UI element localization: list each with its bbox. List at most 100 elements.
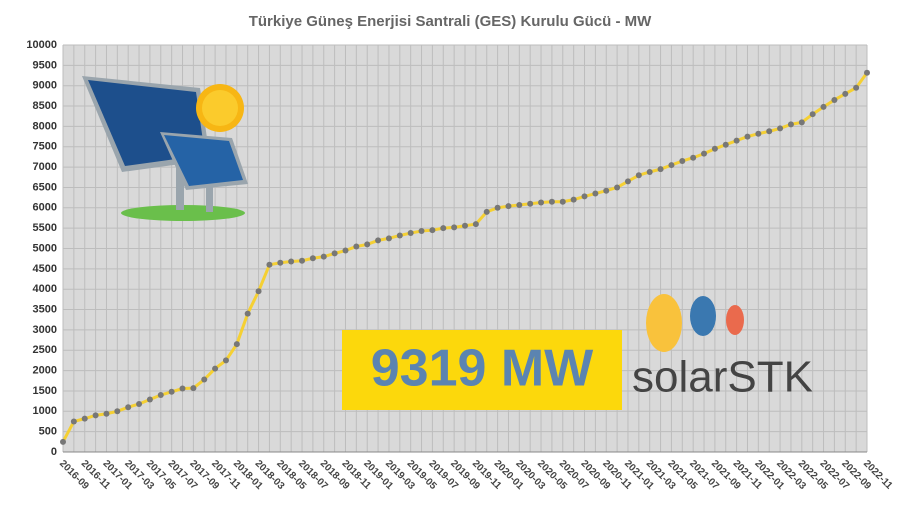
logo-mark (646, 294, 744, 352)
point (559, 198, 566, 205)
point (787, 121, 794, 128)
y-tick-label: 3000 (33, 324, 57, 336)
point (864, 69, 870, 76)
point (364, 241, 371, 248)
point (440, 225, 447, 232)
point (179, 385, 186, 392)
point (233, 341, 240, 348)
point (277, 259, 284, 266)
point (462, 222, 468, 229)
point (538, 199, 545, 206)
point (624, 178, 631, 185)
point (690, 154, 697, 161)
y-tick-label: 4500 (33, 263, 57, 275)
y-tick-label: 1000 (33, 405, 57, 417)
y-tick-label: 2000 (33, 365, 57, 377)
y-tick-label: 5000 (33, 242, 57, 254)
point (103, 410, 110, 417)
badge-box (342, 330, 622, 410)
point (375, 237, 382, 244)
point (809, 111, 816, 118)
point (70, 418, 77, 425)
point (190, 385, 197, 392)
point (266, 261, 273, 268)
point (60, 438, 66, 445)
point (168, 388, 175, 395)
point (288, 258, 295, 265)
point (505, 203, 512, 210)
y-tick-label: 1500 (33, 385, 57, 397)
point (592, 190, 599, 197)
point (614, 184, 621, 191)
point (331, 250, 338, 257)
point (722, 141, 729, 148)
point (766, 128, 773, 135)
point (212, 365, 219, 372)
solar-illustration (82, 76, 248, 221)
y-tick-label: 6500 (33, 181, 57, 193)
point (320, 253, 327, 260)
point (820, 103, 827, 110)
marks (60, 69, 870, 445)
point (81, 415, 88, 422)
y-tick-label: 4000 (33, 283, 57, 295)
point (472, 221, 479, 228)
point (842, 90, 849, 97)
point (407, 230, 414, 237)
point (755, 130, 762, 137)
point (527, 200, 534, 207)
y-tick-label: 3500 (33, 303, 57, 315)
y-tick-label: 7000 (33, 161, 57, 173)
point (385, 235, 392, 242)
point (646, 168, 653, 175)
point (853, 84, 860, 91)
point (146, 396, 153, 403)
point (635, 172, 642, 179)
point (114, 408, 121, 415)
logo: solarSTK (632, 353, 813, 402)
point (136, 400, 143, 407)
point (701, 150, 708, 157)
point (418, 227, 425, 234)
point (299, 257, 306, 264)
point (353, 243, 360, 250)
y-tick-label: 8500 (33, 100, 57, 112)
y-tick-label: 7500 (33, 141, 57, 153)
y-tick-label: 0 (51, 446, 57, 458)
point (483, 208, 490, 215)
point (342, 247, 349, 254)
point (201, 376, 208, 383)
point (733, 137, 740, 144)
point (309, 255, 316, 262)
point (516, 201, 523, 208)
y-tick-label: 8000 (33, 120, 57, 132)
y-tick-label: 9500 (33, 59, 57, 71)
point (429, 227, 436, 234)
y-tick-label: 5500 (33, 222, 57, 234)
point (494, 204, 501, 211)
point (798, 119, 805, 126)
y-tick-label: 2500 (33, 344, 57, 356)
point (679, 157, 686, 164)
grid (62, 44, 868, 453)
point (548, 198, 555, 205)
y-tick-label: 6000 (33, 202, 57, 214)
point (255, 288, 262, 295)
point (603, 187, 610, 194)
point (711, 145, 718, 152)
point (581, 193, 588, 200)
point (244, 310, 251, 317)
point (831, 96, 838, 103)
point (92, 412, 99, 419)
point (451, 224, 458, 231)
point (744, 133, 751, 140)
badge: 9319 MW (371, 340, 594, 398)
point (396, 232, 403, 239)
point (125, 404, 132, 411)
y-tick-label: 10000 (26, 39, 57, 51)
y-tick-label: 9000 (33, 80, 57, 92)
point (570, 196, 577, 203)
y-tick-label: 500 (39, 426, 57, 438)
point (777, 125, 784, 132)
chart-title: Türkiye Güneş Enerjisi Santrali (GES) Ku… (249, 13, 652, 30)
